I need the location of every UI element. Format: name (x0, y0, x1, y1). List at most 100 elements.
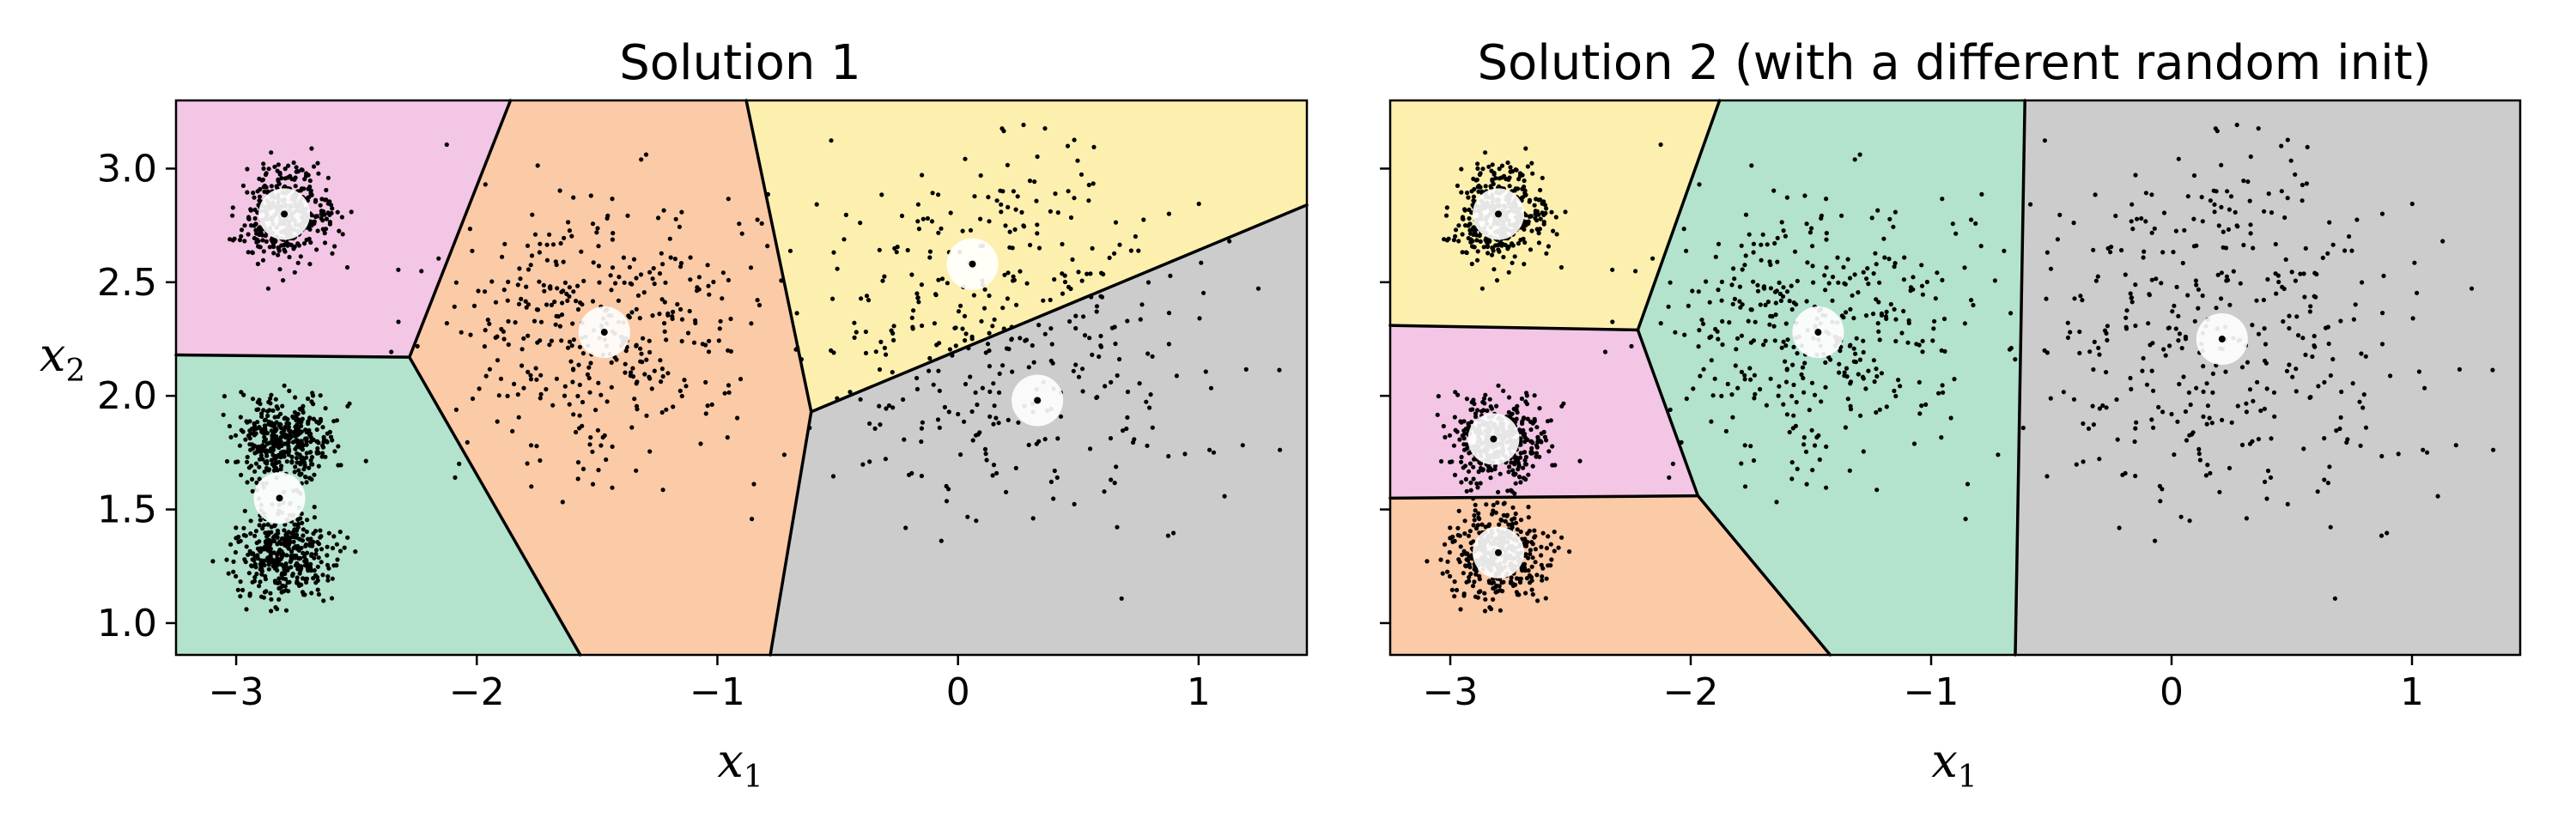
data-point (1911, 275, 1915, 279)
data-point (678, 264, 683, 269)
data-point (1166, 454, 1170, 458)
data-point (963, 338, 967, 342)
data-point (1764, 339, 1768, 343)
data-point (1461, 465, 1466, 470)
data-point (2327, 342, 2331, 346)
data-point (965, 515, 969, 519)
data-point (228, 542, 233, 547)
data-point (276, 576, 281, 580)
data-point (1813, 393, 1817, 397)
data-point (2097, 457, 2101, 461)
data-point (2124, 308, 2129, 312)
data-point (1874, 410, 1878, 415)
data-point (2440, 239, 2445, 243)
data-point (874, 349, 878, 354)
data-point (866, 298, 871, 302)
data-point (1506, 470, 1510, 474)
data-point (975, 403, 979, 407)
data-point (517, 266, 521, 270)
data-point (258, 228, 262, 233)
data-point (1030, 343, 1035, 348)
data-point (2123, 316, 2128, 320)
data-point (1459, 167, 1463, 171)
data-point (267, 567, 271, 572)
data-point (2148, 342, 2152, 347)
data-point (319, 560, 324, 564)
data-point (660, 262, 665, 266)
data-point (1813, 443, 1817, 447)
data-point (2200, 195, 2204, 199)
data-point (325, 574, 330, 579)
y-tick-label: 2.0 (97, 374, 157, 418)
data-point (1496, 247, 1500, 251)
data-point (927, 255, 932, 259)
data-point (526, 267, 531, 271)
data-point (1650, 257, 1655, 261)
data-point (580, 424, 584, 428)
data-point (2364, 426, 2368, 430)
data-point (2216, 273, 2221, 277)
data-point (2208, 471, 2212, 476)
data-point (468, 227, 472, 231)
data-point (1917, 380, 1922, 385)
data-point (562, 394, 567, 398)
data-point (1518, 577, 1522, 581)
data-point (841, 237, 846, 241)
data-point (2184, 409, 2188, 414)
data-point (638, 347, 642, 351)
data-point (298, 445, 302, 449)
data-point (262, 249, 266, 253)
data-point (1668, 408, 1673, 412)
data-point (1492, 503, 1496, 507)
data-point (320, 213, 325, 217)
data-point (240, 227, 244, 232)
data-point (1818, 457, 1822, 462)
data-point (2354, 217, 2359, 221)
data-point (1463, 209, 1467, 213)
data-point (997, 421, 1001, 425)
data-point (1506, 523, 1510, 527)
data-point (1028, 243, 1032, 247)
data-point (580, 400, 585, 404)
data-point (2282, 215, 2287, 220)
data-point (2212, 203, 2216, 207)
data-point (494, 336, 498, 340)
data-point (1784, 321, 1789, 325)
data-point (2339, 390, 2343, 394)
data-point (586, 373, 590, 377)
data-point (338, 530, 343, 534)
data-point (936, 369, 940, 373)
data-point (1885, 404, 1889, 409)
data-point (1043, 332, 1048, 336)
data-point (251, 251, 255, 255)
data-point (317, 464, 321, 469)
data-point (323, 240, 327, 245)
data-point (1780, 220, 1784, 224)
data-point (249, 209, 253, 213)
data-point (302, 554, 307, 559)
data-point (506, 394, 510, 398)
data-point (550, 403, 555, 408)
data-point (276, 581, 280, 585)
data-point (306, 397, 310, 401)
data-point (1738, 306, 1742, 310)
data-point (1799, 373, 1803, 377)
data-point (1197, 316, 1201, 320)
data-point (1909, 285, 1913, 289)
data-point (726, 278, 731, 282)
data-point (2139, 216, 2143, 221)
data-point (623, 362, 628, 367)
data-point (1541, 531, 1546, 536)
data-point (2279, 144, 2283, 148)
data-point (1522, 458, 1527, 463)
data-point (335, 557, 339, 561)
data-point (991, 381, 995, 385)
data-point (249, 223, 253, 227)
data-point (2245, 516, 2249, 520)
data-point (260, 178, 264, 182)
data-point (235, 459, 240, 464)
data-point (738, 377, 743, 381)
data-point (298, 572, 302, 576)
data-point (280, 590, 284, 594)
data-point (2227, 303, 2232, 307)
